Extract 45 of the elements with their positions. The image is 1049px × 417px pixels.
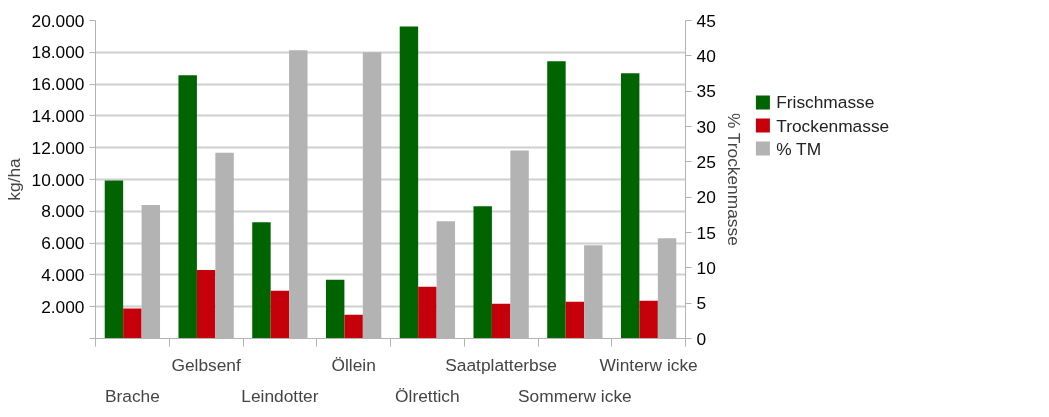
y-tick-label: 4.000 (41, 264, 85, 285)
y2-tick-label: 45 (696, 10, 716, 31)
bar (104, 180, 124, 339)
y2-tick-label: 20 (696, 187, 716, 208)
y2-tick-label: 10 (696, 257, 716, 278)
y-tick-label: 12.000 (31, 137, 85, 158)
y2-tick-label: 40 (696, 45, 716, 66)
y-tick-label: 10.000 (31, 169, 85, 190)
legend-label: Trockenmasse (776, 115, 890, 136)
y-tick-label: 2.000 (41, 296, 85, 317)
x-tick-label: Brache (104, 385, 160, 406)
bar (178, 75, 197, 339)
y-axis-title: kg/ha (3, 157, 24, 201)
bar (399, 26, 419, 339)
legend-label: % TM (776, 138, 822, 159)
bar (252, 222, 271, 339)
y2-tick-label: 15 (696, 222, 716, 243)
y2-tick-label: 5 (696, 293, 707, 314)
y-tick-label: 8.000 (41, 201, 85, 222)
x-tick-label: Winterw icke (599, 354, 698, 375)
x-tick-label: Ölrettich (395, 385, 460, 406)
bar (473, 206, 492, 339)
y-tick-label: 20.000 (31, 10, 85, 31)
y2-tick-label: 25 (696, 151, 716, 172)
y2-tick-label: 30 (696, 116, 716, 137)
bar (491, 303, 511, 339)
x-tick-label: Sommerw icke (518, 385, 632, 406)
bar (325, 279, 345, 339)
bar (547, 61, 566, 339)
x-tick-label: Öllein (331, 354, 376, 375)
y-tick-label: 6.000 (41, 233, 85, 254)
x-tick-label: Saatplatterbse (445, 354, 557, 375)
x-tick-label: Gelbsenf (171, 354, 241, 375)
bar (270, 290, 290, 339)
x-tick-label: Leindotter (241, 385, 319, 406)
y2-axis-title: % Trockenmasse (723, 112, 744, 246)
bar (344, 314, 363, 339)
y-tick-label: 14.000 (31, 105, 85, 126)
bar (620, 73, 640, 339)
legend-label: Frischmasse (776, 92, 875, 113)
y-tick-label: 18.000 (31, 42, 85, 63)
y2-tick-label: 35 (696, 81, 716, 102)
bar (123, 308, 142, 339)
y2-tick-label: 0 (696, 328, 707, 349)
y-tick-label: 16.000 (31, 74, 85, 95)
